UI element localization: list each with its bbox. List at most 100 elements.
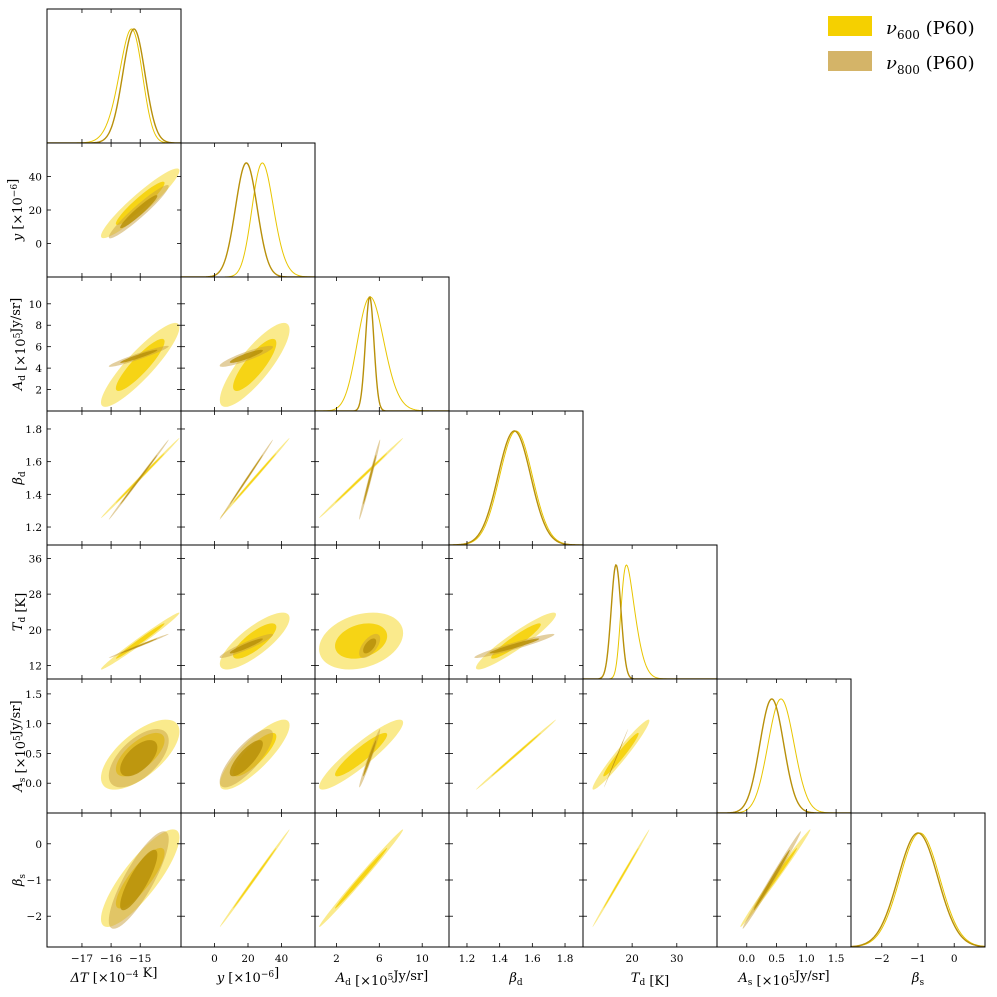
legend-label-nu600-sub: 600: [897, 28, 920, 42]
panel-frame: [582, 812, 718, 948]
panel-As-y: [219, 719, 290, 790]
marginal-nu800-dT: [47, 28, 181, 143]
contour-nu600-inner: [233, 453, 277, 503]
panel-bs-Td: [592, 829, 650, 929]
legend-label-nu800-suffix: (P60): [920, 53, 975, 74]
x-axis-label-Ad: Ad [×105Jy/sr]: [335, 969, 428, 989]
contour-nu800-inner: [363, 454, 377, 505]
panel-bd-y: [219, 438, 290, 520]
y-tick-label-Td: 36: [29, 553, 43, 565]
panel-y-dT: [100, 168, 180, 239]
y-tick-label-Ad: 8: [35, 320, 42, 332]
contour-nu800-inner: [120, 849, 158, 911]
x-tick-label-y: 20: [241, 953, 254, 965]
contour-nu800-inner: [120, 638, 158, 654]
panel-Td-dT: [100, 612, 180, 670]
labels-layer: −17 −16 −15 0 20 40 2 6 10 1.2 1.4 1.6 1.8 20 30 0.0 0.5…: [6, 172, 958, 990]
contour-nu600-inner: [335, 732, 388, 777]
y-tick-label-bd: 1.4: [25, 489, 42, 501]
marginal-nu600-Ad: [315, 296, 449, 411]
y-tick-label-Ad: 10: [29, 299, 42, 311]
panel-bd-bd: [449, 430, 583, 545]
panel-Td-y: [219, 612, 290, 670]
panel-bs-As: [740, 829, 811, 929]
panel-bs-Ad: [319, 829, 404, 929]
x-axis-label-bd: βd: [508, 971, 523, 988]
panel-As-Td: [592, 719, 650, 790]
panel-frame: [314, 276, 450, 412]
marginal-nu800-Ad: [315, 296, 449, 411]
x-tick-label-bd: 1.4: [491, 953, 508, 965]
x-axis-label-bs: βs: [911, 971, 925, 988]
y-tick-label-bs: −1: [27, 875, 42, 887]
panel-frame: [46, 8, 182, 144]
x-tick-label-As: 1.0: [798, 953, 815, 965]
x-tick-label-Ad: 6: [376, 953, 383, 965]
y-axis-label-y: y [×10−6]: [6, 179, 26, 242]
contour-nu600-inner: [115, 623, 165, 659]
contour-nu600-inner: [491, 732, 541, 777]
marginal-nu800-y: [181, 162, 315, 277]
y-tick-label-As: 1.5: [25, 689, 42, 701]
legend-swatch-nu800: [828, 51, 872, 71]
panel-frame: [314, 410, 450, 546]
y-axis-label-bd: βd: [11, 471, 28, 486]
x-tick-label-bd: 1.6: [524, 953, 541, 965]
y-axis-label-Ad: Ad [×105Jy/sr]: [9, 298, 29, 391]
legend-label-nu600-suffix: (P60): [920, 18, 975, 39]
x-tick-label-bs: −1: [910, 953, 925, 965]
panel-bs-dT: [100, 829, 180, 929]
contour-nu800-inner: [120, 349, 158, 363]
marginal-nu800-bs: [851, 832, 985, 947]
y-tick-label-As: 1.0: [25, 719, 42, 731]
contour-nu800-inner: [753, 849, 790, 911]
x-tick-label-y: 40: [275, 953, 288, 965]
contour-nu800-inner: [229, 454, 263, 505]
panel-bd-Ad: [319, 438, 404, 520]
panel-Ad-y: [219, 322, 290, 407]
panel-frame: [46, 142, 182, 278]
contour-nu800-inner: [229, 740, 263, 777]
contour-nu600-outer: [475, 829, 557, 927]
marginal-nu800-As: [717, 698, 851, 813]
contour-nu600-inner: [603, 732, 639, 777]
contour-nu800-inner: [120, 454, 158, 505]
marginal-nu600-As: [717, 698, 851, 813]
contour-nu600-inner: [233, 847, 277, 909]
x-tick-label-dT: −15: [129, 953, 151, 965]
panel-frame: [314, 812, 450, 948]
y-tick-label-Td: 20: [29, 625, 42, 637]
panel-frame: [448, 678, 584, 814]
panel-frame: [448, 544, 584, 680]
contour-nu800-inner: [229, 849, 263, 911]
x-tick-label-As: 0.0: [738, 953, 755, 965]
contour-nu800-inner: [229, 349, 263, 363]
x-tick-label-As: 1.5: [828, 953, 845, 965]
panel-bs-bs: [851, 832, 985, 947]
x-axis-label-y: y [×10−6]: [216, 966, 279, 986]
x-tick-label-bs: −2: [874, 953, 889, 965]
x-axis-label-Td: Td [K]: [631, 971, 669, 989]
panel-y-y: [181, 162, 315, 277]
panel-frame: [448, 812, 584, 948]
marginal-nu600-dT: [47, 28, 181, 143]
x-axis-label-As: As [×105Jy/sr]: [737, 969, 829, 989]
contour-nu600-inner: [335, 453, 388, 503]
panel-As-bd: [474, 719, 557, 790]
legend-label-nu800-sub: 800: [897, 63, 920, 77]
marginal-nu600-bs: [851, 832, 985, 947]
y-axis-label-bs: βs: [11, 874, 28, 888]
marginal-nu800-Td: [583, 564, 717, 679]
y-tick-label-y: 40: [29, 172, 42, 184]
contour-nu600-inner: [335, 847, 388, 909]
contour-nu600-inner: [603, 847, 639, 909]
contour-nu800-inner: [120, 740, 158, 777]
y-tick-label-As: 0.0: [25, 778, 42, 790]
panel-frame: [582, 678, 718, 814]
contour-nu800-inner: [489, 849, 540, 911]
legend-label-nu600: ν600 (P60): [886, 18, 975, 42]
marginal-nu800-bd: [449, 430, 583, 545]
contour-nu800-inner: [120, 195, 158, 229]
contour-nu800-inner: [229, 638, 263, 654]
